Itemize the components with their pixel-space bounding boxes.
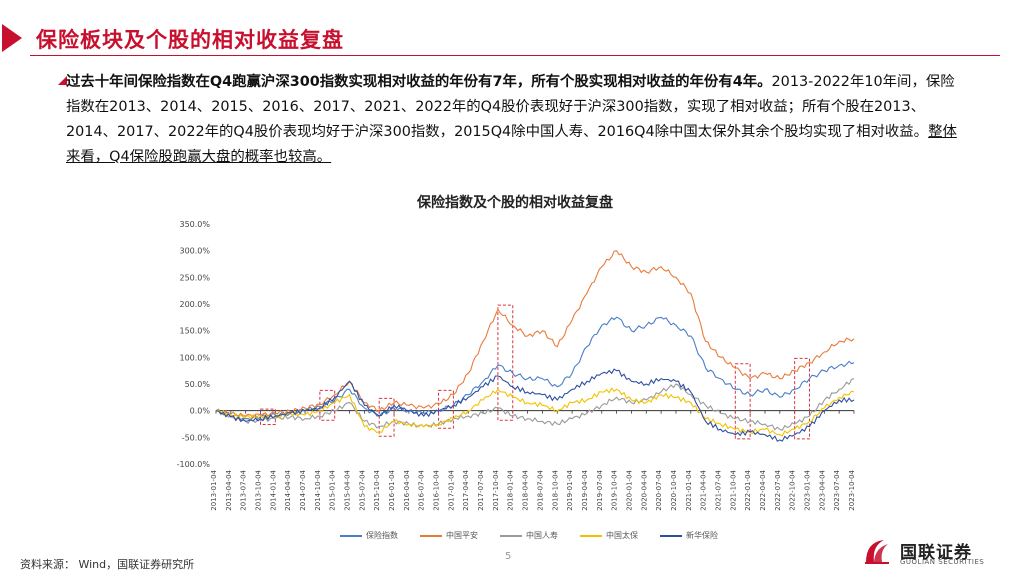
x-tick-label: 2019-01-04 <box>566 469 574 510</box>
x-tick-label: 2014-07-04 <box>299 469 307 510</box>
x-tick-label: 2023-10-04 <box>848 469 856 510</box>
y-tick-label: 200.0% <box>179 300 210 309</box>
summary-marker-icon <box>58 76 67 85</box>
x-tick-label: 2015-10-04 <box>373 469 381 510</box>
logo-text: 国联证券 <box>900 543 972 563</box>
x-tick-label: 2018-01-04 <box>507 469 515 510</box>
title-marker-icon <box>2 24 22 52</box>
x-tick-label: 2018-10-04 <box>551 469 559 510</box>
legend-label: 中国太保 <box>606 531 638 540</box>
y-tick-label: -100.0% <box>177 460 211 469</box>
x-tick-label: 2016-01-04 <box>388 469 396 510</box>
legend-label: 保险指数 <box>366 531 398 540</box>
summary-conclusion: 整体来看，Q4保险股跑赢大盘的概率也较高。 <box>66 124 957 165</box>
y-tick-label: 150.0% <box>179 327 210 336</box>
summary-body: 2013-2022年10年间，保险指数在2013、2014、2015、2016、… <box>66 74 955 140</box>
series-line-5 <box>215 368 855 442</box>
x-tick-label: 2020-04-04 <box>640 469 648 510</box>
x-tick-label: 2015-04-04 <box>344 469 352 510</box>
legend-label: 新华保险 <box>686 531 718 540</box>
x-tick-label: 2018-04-04 <box>522 469 530 510</box>
chart-title: 保险指数及个股的相对收益复盘 <box>417 195 613 211</box>
y-tick-label: 100.0% <box>179 353 210 362</box>
y-tick-label: 50.0% <box>185 380 211 389</box>
legend-swatch <box>580 534 602 537</box>
title-divider <box>30 55 1000 56</box>
series-line-3 <box>215 378 855 431</box>
y-tick-label: 250.0% <box>179 273 210 282</box>
summary-headline: 过去十年间保险指数在Q4跑赢沪深300指数实现相对收益的年份有7年，所有个股实现… <box>66 74 772 90</box>
legend-item: 中国人寿 <box>500 530 558 541</box>
x-tick-label: 2021-01-04 <box>685 469 693 510</box>
legend-label: 中国人寿 <box>526 531 558 540</box>
x-tick-label: 2019-10-04 <box>611 469 619 510</box>
x-tick-label: 2015-01-04 <box>329 469 337 510</box>
chart-canvas: -100.0% -50.0% 0.0% 50.0% 100.0% 150.0% 200.0%… <box>177 220 856 511</box>
x-tick-label: 2023-07-04 <box>833 469 841 510</box>
x-tick-label: 2021-07-04 <box>714 469 722 510</box>
logo-mark-icon <box>865 540 889 564</box>
source-note: 资料来源： Wind，国联证券研究所 <box>20 558 195 571</box>
x-tick-label: 2023-01-04 <box>803 469 811 510</box>
x-tick-label: 2014-01-04 <box>269 469 277 510</box>
y-tick-label: 350.0% <box>179 220 210 229</box>
q4-highlight-box <box>734 363 751 440</box>
legend-item: 新华保险 <box>660 530 718 541</box>
page-number: 5 <box>505 551 512 562</box>
x-tick-label: 2019-04-04 <box>581 469 589 510</box>
legend-swatch <box>500 534 522 537</box>
x-tick-label: 2018-07-04 <box>536 469 544 510</box>
legend-item: 保险指数 <box>340 530 398 541</box>
q4-highlight-box <box>794 357 810 440</box>
q4-highlight-box <box>438 389 454 429</box>
x-tick-label: 2020-07-04 <box>655 469 663 510</box>
x-tick-label: 2013-01-04 <box>210 469 218 510</box>
x-tick-label: 2022-04-04 <box>759 469 767 510</box>
x-tick-label: 2013-10-04 <box>255 469 263 510</box>
x-tick-label: 2014-04-04 <box>284 469 292 510</box>
x-tick-label: 2023-04-04 <box>818 469 826 510</box>
legend-item: 中国平安 <box>420 530 478 541</box>
x-tick-label: 2016-04-04 <box>403 469 411 510</box>
x-tick-label: 2021-04-04 <box>700 469 708 510</box>
legend-swatch <box>660 534 682 537</box>
page-title: 保险板块及个股的相对收益复盘 <box>36 28 344 52</box>
series-line-4 <box>215 387 855 437</box>
summary-paragraph: 过去十年间保险指数在Q4跑赢沪深300指数实现相对收益的年份有7年，所有个股实现… <box>66 70 966 170</box>
q4-highlight-box <box>378 397 395 437</box>
y-tick-label: 300.0% <box>179 247 210 256</box>
y-tick-label: -50.0% <box>182 433 211 442</box>
x-tick-label: 2021-10-04 <box>729 469 737 510</box>
x-tick-label: 2013-04-04 <box>225 469 233 510</box>
q4-highlight-box <box>319 389 336 421</box>
x-tick-label: 2017-01-04 <box>447 469 455 510</box>
legend-swatch <box>340 534 362 537</box>
y-tick-label: 0.0% <box>190 407 211 416</box>
x-tick-label: 2017-04-04 <box>462 469 470 510</box>
legend-label: 中国平安 <box>446 531 478 540</box>
x-tick-label: 2020-10-04 <box>670 469 678 510</box>
logo-subtext: GUOLIAN SECURITIES <box>900 558 985 566</box>
x-tick-label: 2016-10-04 <box>433 469 441 510</box>
x-tick-label: 2015-07-04 <box>358 469 366 510</box>
relative-return-chart: 保险指数及个股的相对收益复盘 -100.0% -50.0% 0.0% 50.0% 100… <box>160 192 870 548</box>
company-logo: 国联证券 GUOLIAN SECURITIES <box>862 536 1012 568</box>
x-tick-label: 2020-01-04 <box>625 469 633 510</box>
x-tick-label: 2017-07-04 <box>477 469 485 510</box>
series-line-2 <box>215 250 855 419</box>
header: 保险板块及个股的相对收益复盘 <box>0 0 1024 62</box>
legend-swatch <box>420 534 442 537</box>
x-tick-label: 2017-10-04 <box>492 469 500 510</box>
x-tick-label: 2022-10-04 <box>789 469 797 510</box>
x-tick-label: 2019-07-04 <box>596 469 604 510</box>
legend-item: 中国太保 <box>580 530 638 541</box>
x-tick-label: 2022-01-04 <box>744 469 752 510</box>
x-tick-label: 2014-10-04 <box>314 469 322 510</box>
chart-legend: 保险指数 中国平安 中国人寿 中国太保 新华保险 <box>340 530 718 541</box>
x-tick-label: 2013-07-04 <box>240 469 248 510</box>
x-tick-label: 2016-07-04 <box>418 469 426 510</box>
x-tick-label: 2022-07-04 <box>774 469 782 510</box>
q4-highlight-box <box>497 304 514 421</box>
